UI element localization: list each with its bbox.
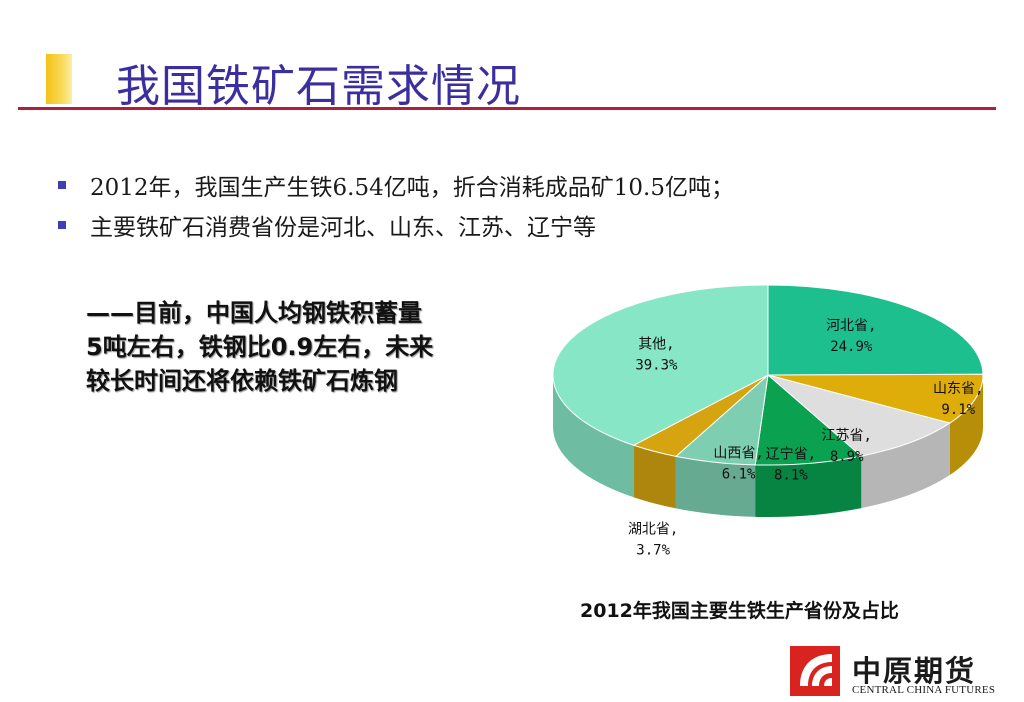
quote-text: ——目前，中国人均钢铁积蓄量 5吨左右，铁钢比0.9左右，未来 较长时间还将依赖… bbox=[86, 296, 506, 398]
pie-slice-1 bbox=[767, 373, 984, 424]
pie-sides bbox=[553, 375, 983, 517]
pie-slice-0 bbox=[767, 284, 984, 376]
pie-label-name-2: 江苏省, bbox=[821, 428, 871, 444]
bullet-square-icon bbox=[58, 221, 66, 229]
pie-label-value-1: 9.1% bbox=[941, 402, 975, 418]
bullet-list: 2012年，我国生产生铁6.54亿吨，折合消耗成品矿10.5亿吨； 主要铁矿石消… bbox=[58, 165, 734, 245]
pie-side-6 bbox=[553, 375, 634, 498]
pie-tops bbox=[552, 284, 984, 466]
pie-label-value-0: 24.9% bbox=[830, 339, 873, 355]
title-accent-bar bbox=[46, 54, 72, 104]
bullet-item: 主要铁矿石消费省份是河北、山东、江苏、辽宁等 bbox=[58, 205, 734, 245]
quote-line: 5吨左右，铁钢比0.9左右，未来 bbox=[86, 333, 434, 361]
pie-side-4 bbox=[675, 456, 756, 517]
title-divider bbox=[18, 107, 996, 110]
pie-slice-3 bbox=[754, 374, 863, 466]
bullet-text: 主要铁矿石消费省份是河北、山东、江苏、辽宁等 bbox=[90, 215, 596, 241]
pie-label-name-5: 湖北省, bbox=[628, 521, 678, 537]
bullet-item: 2012年，我国生产生铁6.54亿吨，折合消耗成品矿10.5亿吨； bbox=[58, 165, 734, 205]
page-title: 我国铁矿石需求情况 bbox=[116, 61, 521, 112]
pie-labels: 河北省, 24.9% 山东省, 9.1% 江苏省, 8.9% 辽宁省, 8.1% 山西省, 6.1… bbox=[628, 318, 983, 558]
pie-label-name-4: 山西省, bbox=[713, 446, 763, 462]
pie-slice-6 bbox=[552, 284, 769, 446]
pie-label-name-6: 其他, bbox=[638, 337, 674, 353]
pie-label-value-5: 3.7% bbox=[636, 542, 670, 558]
chart-caption: 2012年我国主要生铁生产省份及占比 bbox=[580, 600, 899, 622]
pie-label-name-0: 河北省, bbox=[826, 318, 876, 334]
company-logo-icon bbox=[790, 646, 840, 696]
pie-side-5 bbox=[633, 445, 676, 509]
pie-side-2 bbox=[861, 423, 950, 509]
pie-chart: 河北省, 24.9% 山东省, 9.1% 江苏省, 8.9% 辽宁省, 8.1% 山西省, 6.1… bbox=[552, 284, 984, 558]
pie-side-3 bbox=[755, 456, 862, 517]
pie-label-value-6: 39.3% bbox=[635, 358, 678, 374]
pie-label-name-1: 山东省, bbox=[933, 381, 983, 397]
pie-label-value-3: 8.1% bbox=[774, 468, 808, 484]
bullet-square-icon bbox=[58, 181, 66, 189]
quote-line: ——目前，中国人均钢铁积蓄量 bbox=[86, 299, 422, 327]
pie-label-name-3: 辽宁省, bbox=[766, 446, 816, 463]
pie-label-value-2: 8.9% bbox=[830, 449, 864, 465]
quote-line: 较长时间还将依赖铁矿石炼钢 bbox=[86, 367, 398, 395]
pie-label-value-4: 6.1% bbox=[722, 467, 756, 483]
logo-name-cn: 中原期货 bbox=[852, 654, 977, 688]
logo-name-en: CENTRAL CHINA FUTURES bbox=[852, 684, 996, 696]
pie-slice-2 bbox=[767, 374, 951, 457]
bullet-text: 2012年，我国生产生铁6.54亿吨，折合消耗成品矿10.5亿吨； bbox=[90, 175, 734, 201]
